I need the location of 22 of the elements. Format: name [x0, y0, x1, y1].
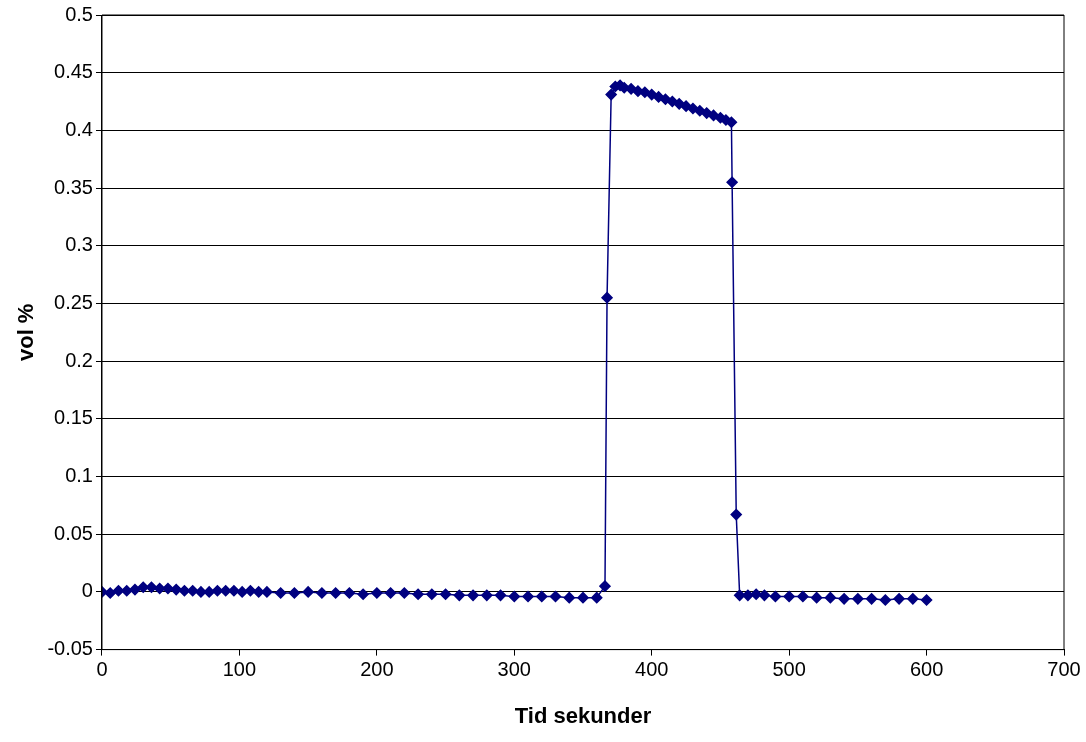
x-axis-title: Tid sekunder [514, 702, 652, 728]
y-tick-label: 0.45 [54, 60, 93, 83]
x-tick-label: 600 [909, 658, 944, 681]
y-tick-label: 0.3 [65, 233, 93, 256]
y-tick-label: 0.25 [54, 290, 93, 313]
x-tick-label: 500 [772, 658, 806, 681]
x-tick-label: 200 [360, 658, 394, 681]
y-tick-label: 0.15 [54, 406, 93, 429]
x-tick-label: 100 [222, 658, 257, 681]
y-tick-label: -0.05 [47, 637, 93, 660]
y-tick-label: 0.35 [54, 175, 93, 198]
y-axis-title: vol % [13, 303, 39, 362]
x-tick-label: 300 [497, 658, 531, 681]
x-tick-label: 0 [96, 658, 108, 681]
x-tick-label: 700 [1047, 658, 1081, 681]
y-tick-label: 0.4 [65, 117, 93, 140]
x-tick-label: 400 [635, 658, 669, 681]
y-tick-label: 0.2 [65, 348, 93, 371]
y-tick-label: 0.05 [54, 521, 93, 544]
y-tick-label: 0.5 [65, 2, 93, 25]
y-tick-label: 0 [81, 579, 93, 602]
y-tick-label: 0.1 [65, 464, 93, 487]
